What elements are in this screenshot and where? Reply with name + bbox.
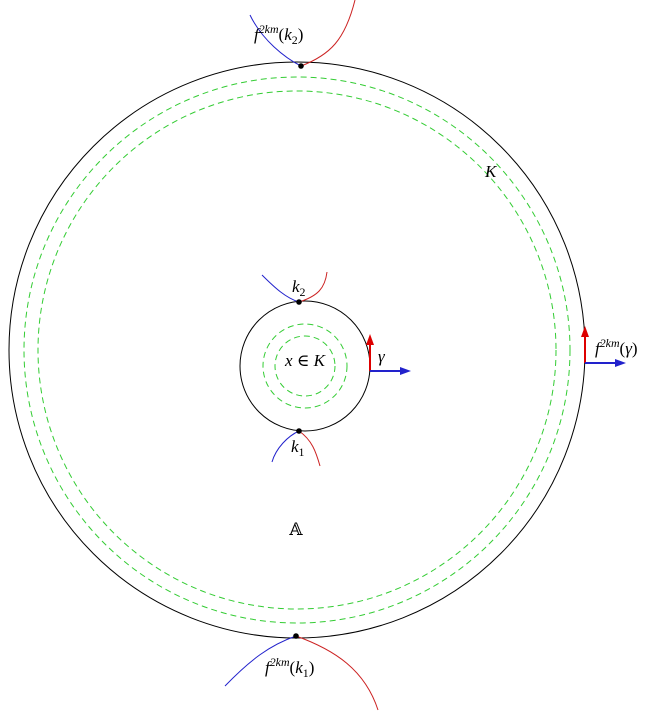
curve	[298, 271, 328, 303]
label: f2km(γ)	[595, 336, 638, 358]
arrow-head	[400, 367, 411, 375]
label-part: f	[595, 339, 602, 358]
label-part: 𝔸	[288, 520, 303, 539]
label: 𝔸	[288, 520, 303, 539]
label-part: k	[284, 25, 292, 44]
label: f2km(k1)	[265, 655, 314, 680]
point	[296, 299, 302, 305]
label-part: γ	[378, 347, 386, 366]
curve	[298, 430, 321, 467]
arrow-head	[366, 334, 374, 345]
label: k1	[291, 437, 305, 459]
label-part: 2km	[600, 336, 620, 350]
point	[296, 428, 302, 434]
curve	[300, 0, 356, 67]
point	[298, 63, 304, 69]
point	[293, 633, 299, 639]
label-part: K	[313, 351, 327, 370]
dashed-circle	[274, 335, 336, 397]
label-part: 2	[300, 285, 306, 299]
curve	[261, 274, 300, 303]
label-part: (	[620, 339, 626, 358]
label-part: (	[279, 25, 285, 44]
label-part: f	[254, 25, 261, 44]
dashed-circle	[37, 90, 557, 610]
curve	[295, 635, 379, 711]
dashed-circle	[23, 76, 571, 624]
label-part: ∈	[293, 351, 314, 370]
label-part: )	[309, 658, 315, 677]
curve	[249, 14, 302, 67]
label-part: 1	[299, 445, 305, 459]
label-part: k	[292, 277, 300, 296]
label-part: f	[265, 658, 272, 677]
label-part: )	[298, 25, 304, 44]
label: x ∈ K	[284, 351, 327, 370]
label-part: )	[632, 339, 638, 358]
label-part: 1	[303, 666, 309, 680]
label-part: 2km	[259, 22, 279, 36]
label: f2km(k2)	[254, 22, 303, 47]
label-part: k	[291, 437, 299, 456]
arrow-head	[581, 326, 589, 337]
label: k2	[292, 277, 306, 299]
outer-circle	[8, 61, 586, 639]
curve	[224, 635, 297, 687]
curve	[271, 430, 300, 463]
label-part: (	[290, 658, 296, 677]
label-part: 2km	[270, 655, 290, 669]
label-part: k	[295, 658, 303, 677]
label-part: x	[284, 351, 293, 370]
label-part: γ	[625, 339, 633, 358]
label: K	[484, 162, 498, 181]
label-part: K	[484, 162, 498, 181]
dashed-circle	[262, 323, 348, 409]
label-part: 2	[292, 33, 298, 47]
label: γ	[378, 347, 386, 366]
arrow-head	[615, 359, 626, 367]
